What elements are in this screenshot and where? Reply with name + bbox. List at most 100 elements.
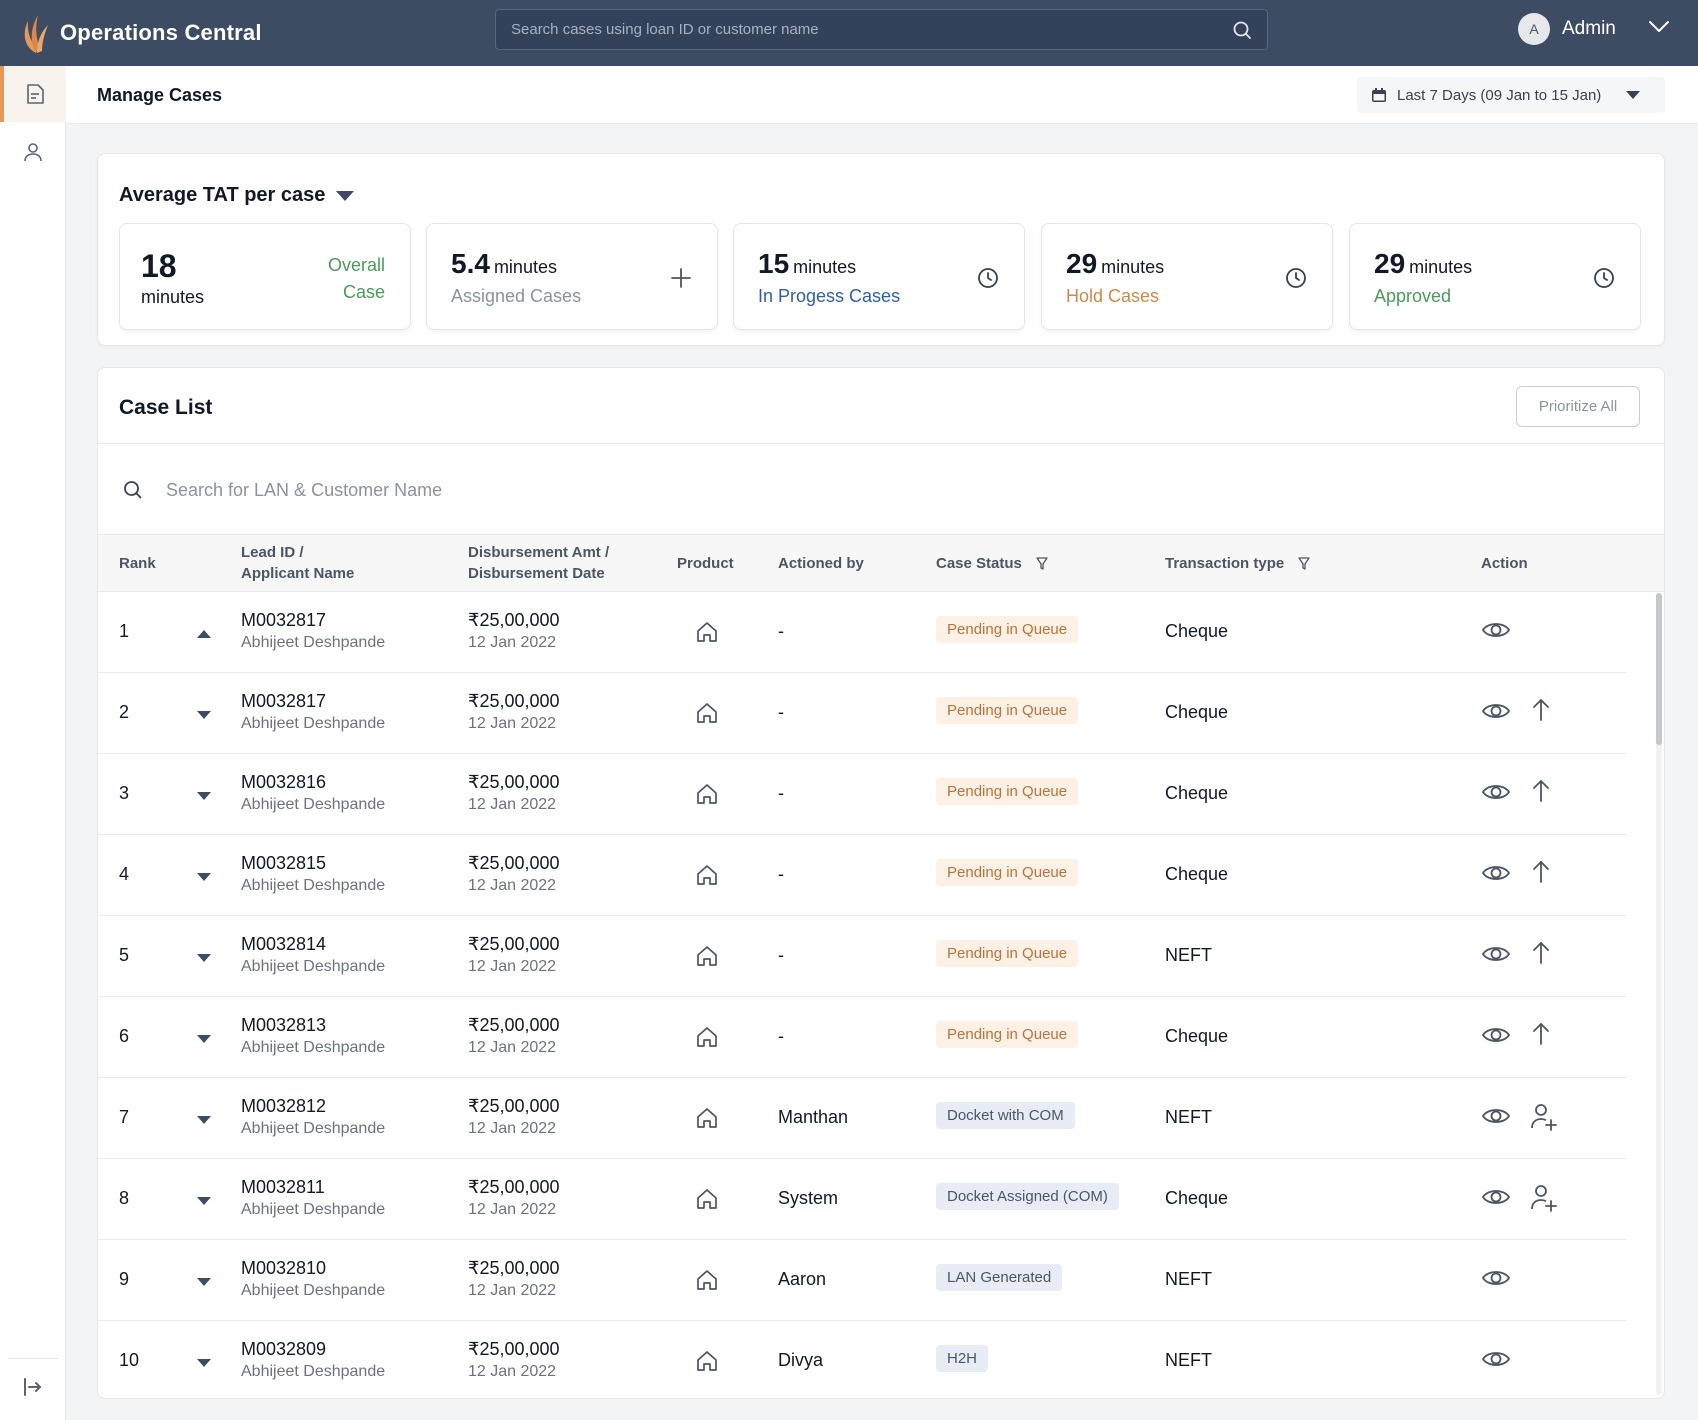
view-action[interactable] <box>1481 1024 1511 1051</box>
user-name[interactable]: Admin <box>1562 18 1616 39</box>
avatar[interactable]: A <box>1518 13 1550 45</box>
table-row[interactable]: 8 M0032811 Abhijeet Deshpande ₹25,00,000 12 … <box>98 1159 1626 1240</box>
view-action[interactable] <box>1481 1267 1511 1294</box>
view-action[interactable] <box>1481 862 1511 889</box>
caret-down-icon[interactable] <box>196 872 212 882</box>
view-action[interactable] <box>1481 1186 1511 1213</box>
column-disbursement[interactable]: Disbursement Amt / Disbursement Date <box>468 542 609 584</box>
eye-icon[interactable] <box>1481 1348 1511 1370</box>
filter-icon[interactable] <box>1036 557 1048 571</box>
table-row[interactable]: 10 M0032809 Abhijeet Deshpande ₹25,00,000 12… <box>98 1321 1626 1398</box>
secondary-action[interactable] <box>1530 1102 1558 1137</box>
table-row[interactable]: 4 M0032815 Abhijeet Deshpande ₹25,00,000 12 … <box>98 835 1626 916</box>
column-actioned-by[interactable]: Actioned by <box>778 555 864 572</box>
date-range-dropdown[interactable]: Last 7 Days (09 Jan to 15 Jan) <box>1357 77 1665 113</box>
stat-card[interactable]: 29 minutes Approved <box>1349 223 1641 330</box>
view-action[interactable] <box>1481 781 1511 808</box>
user-menu[interactable]: A Admin <box>1518 13 1616 45</box>
sidebar-item-users[interactable] <box>0 124 66 180</box>
secondary-action[interactable] <box>1530 940 1552 971</box>
global-search-input[interactable]: Search cases using loan ID or customer n… <box>495 9 1268 50</box>
caret-down-icon[interactable] <box>196 1277 212 1287</box>
caret-down-icon[interactable] <box>196 1115 212 1125</box>
stat-card[interactable]: 29 minutes Hold Cases <box>1041 223 1333 330</box>
scrollbar-thumb[interactable] <box>1656 593 1662 745</box>
secondary-action[interactable] <box>1530 1183 1558 1218</box>
stat-card[interactable]: 15 minutes In Progess Cases <box>733 223 1025 330</box>
view-action[interactable] <box>1481 619 1511 646</box>
eye-icon[interactable] <box>1481 1186 1511 1208</box>
lead-id[interactable]: M0032814 <box>241 934 327 954</box>
sidebar-item-cases[interactable] <box>0 66 66 122</box>
search-icon[interactable] <box>1231 19 1253 41</box>
lead-id[interactable]: M0032810 <box>241 1258 327 1278</box>
arrow-up-icon[interactable] <box>1530 940 1552 966</box>
logout-icon[interactable] <box>22 1376 44 1398</box>
user-plus-icon[interactable] <box>1530 1102 1558 1132</box>
rank-toggle[interactable] <box>196 626 212 644</box>
secondary-action[interactable] <box>1530 697 1552 728</box>
rank-toggle[interactable] <box>196 1112 212 1130</box>
eye-icon[interactable] <box>1481 1105 1511 1127</box>
table-row[interactable]: 2 M0032817 Abhijeet Deshpande ₹25,00,000 12 … <box>98 673 1626 754</box>
table-row[interactable]: 9 M0032810 Abhijeet Deshpande ₹25,00,000 12 … <box>98 1240 1626 1321</box>
lead-id[interactable]: M0032811 <box>241 1177 325 1197</box>
lead-id[interactable]: M0032815 <box>241 853 327 873</box>
rank-toggle[interactable] <box>196 707 212 725</box>
rank-toggle[interactable] <box>196 1193 212 1211</box>
secondary-action[interactable] <box>1530 1021 1552 1052</box>
column-product[interactable]: Product <box>677 555 734 572</box>
table-row[interactable]: 6 M0032813 Abhijeet Deshpande ₹25,00,000 12 … <box>98 997 1626 1078</box>
eye-icon[interactable] <box>1481 862 1511 884</box>
lead-id[interactable]: M0032812 <box>241 1096 327 1116</box>
eye-icon[interactable] <box>1481 619 1511 641</box>
eye-icon[interactable] <box>1481 1267 1511 1289</box>
rank-toggle[interactable] <box>196 1355 212 1373</box>
column-lead-id[interactable]: Lead ID / Applicant Name <box>241 542 354 584</box>
lead-id[interactable]: M0032817 <box>241 610 327 630</box>
table-row[interactable]: 7 M0032812 Abhijeet Deshpande ₹25,00,000 12 … <box>98 1078 1626 1159</box>
user-plus-icon[interactable] <box>1530 1183 1558 1213</box>
arrow-up-icon[interactable] <box>1530 1021 1552 1047</box>
eye-icon[interactable] <box>1481 700 1511 722</box>
lead-id[interactable]: M0032813 <box>241 1015 327 1035</box>
table-row[interactable]: 1 M0032817 Abhijeet Deshpande ₹25,00,000 12 … <box>98 592 1626 673</box>
arrow-up-icon[interactable] <box>1530 778 1552 804</box>
caret-up-icon[interactable] <box>196 629 212 639</box>
filter-icon[interactable] <box>1298 557 1311 571</box>
column-transaction-type[interactable]: Transaction type <box>1165 553 1311 574</box>
case-search-input[interactable]: Search for LAN & Customer Name <box>98 444 1664 534</box>
arrow-up-icon[interactable] <box>1530 697 1552 723</box>
lead-id[interactable]: M0032809 <box>241 1339 327 1359</box>
table-row[interactable]: 3 M0032816 Abhijeet Deshpande ₹25,00,000 12 … <box>98 754 1626 835</box>
rank-toggle[interactable] <box>196 1274 212 1292</box>
lead-id[interactable]: M0032816 <box>241 772 327 792</box>
prioritize-all-button[interactable]: Prioritize All <box>1516 386 1640 427</box>
caret-down-icon[interactable] <box>196 1034 212 1044</box>
rank-toggle[interactable] <box>196 950 212 968</box>
caret-down-icon[interactable] <box>196 1358 212 1368</box>
column-case-status[interactable]: Case Status <box>936 553 1048 574</box>
rank-toggle[interactable] <box>196 788 212 806</box>
caret-down-icon[interactable] <box>196 1196 212 1206</box>
chevron-down-icon[interactable] <box>1648 20 1670 34</box>
eye-icon[interactable] <box>1481 1024 1511 1046</box>
view-action[interactable] <box>1481 700 1511 727</box>
lead-id[interactable]: M0032817 <box>241 691 327 711</box>
caret-down-icon[interactable] <box>196 791 212 801</box>
arrow-up-icon[interactable] <box>1530 859 1552 885</box>
rank-toggle[interactable] <box>196 869 212 887</box>
tat-title-dropdown[interactable]: Average TAT per case <box>119 184 355 207</box>
caret-down-icon[interactable] <box>196 710 212 720</box>
table-row[interactable]: 5 M0032814 Abhijeet Deshpande ₹25,00,000 12 … <box>98 916 1626 997</box>
caret-down-icon[interactable] <box>196 953 212 963</box>
brand[interactable]: Operations Central <box>20 8 262 58</box>
secondary-action[interactable] <box>1530 778 1552 809</box>
view-action[interactable] <box>1481 1105 1511 1132</box>
view-action[interactable] <box>1481 1348 1511 1375</box>
scrollbar-track[interactable] <box>1656 593 1662 1395</box>
stat-card[interactable]: 5.4 minutes Assigned Cases <box>426 223 718 330</box>
eye-icon[interactable] <box>1481 943 1511 965</box>
rank-toggle[interactable] <box>196 1031 212 1049</box>
view-action[interactable] <box>1481 943 1511 970</box>
